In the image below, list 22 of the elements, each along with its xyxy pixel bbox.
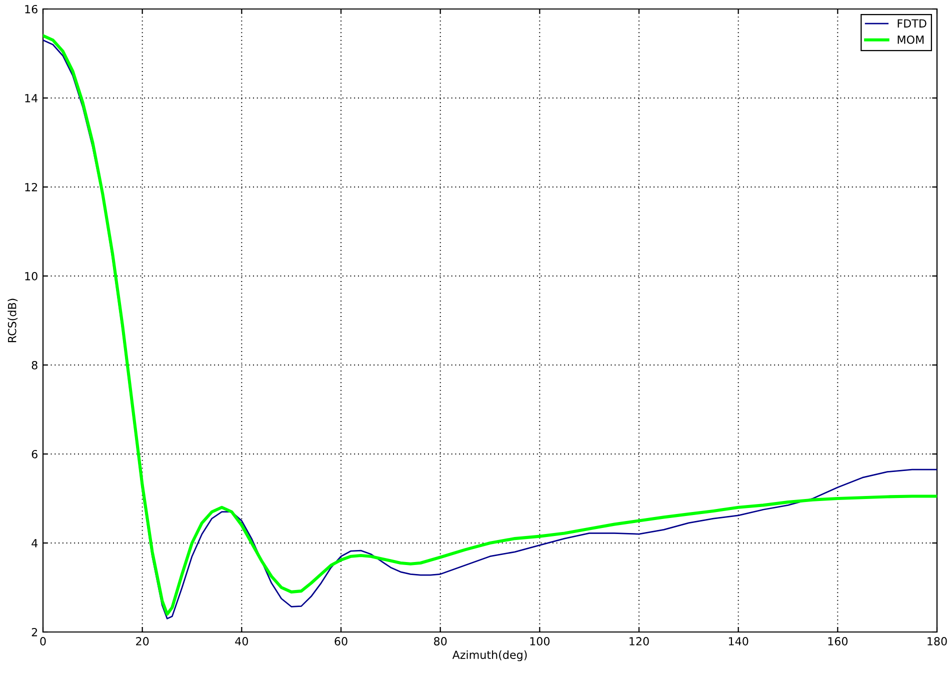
x-tick-label: 140 bbox=[728, 637, 748, 646]
y-tick-label: 8 bbox=[32, 360, 38, 370]
x-tick-label: 160 bbox=[828, 637, 848, 646]
legend-label: MOM bbox=[898, 36, 924, 44]
y-tick-label: 4 bbox=[32, 539, 38, 548]
x-tick-label: 20 bbox=[136, 637, 149, 646]
x-axis-title: Azimuth(deg) bbox=[452, 650, 527, 662]
y-tick-label: 10 bbox=[25, 272, 38, 280]
x-tick-label: 60 bbox=[334, 637, 348, 646]
x-tick-label: 180 bbox=[928, 637, 947, 646]
y-tick-label: 12 bbox=[25, 182, 38, 192]
legend-label: FDTD bbox=[898, 19, 926, 28]
x-tick-label: 100 bbox=[530, 637, 550, 646]
y-tick-label: 14 bbox=[25, 94, 38, 102]
x-tick-label: 120 bbox=[630, 637, 649, 646]
y-tick-label: 2 bbox=[32, 628, 38, 636]
x-tick-label: 80 bbox=[434, 637, 447, 646]
y-tick-label: 6 bbox=[32, 450, 38, 458]
x-tick-label: 40 bbox=[235, 637, 248, 646]
y-tick-label: 16 bbox=[25, 4, 38, 14]
x-tick-label: 0 bbox=[40, 637, 46, 646]
y-axis-title: RCS(dB) bbox=[8, 298, 18, 342]
